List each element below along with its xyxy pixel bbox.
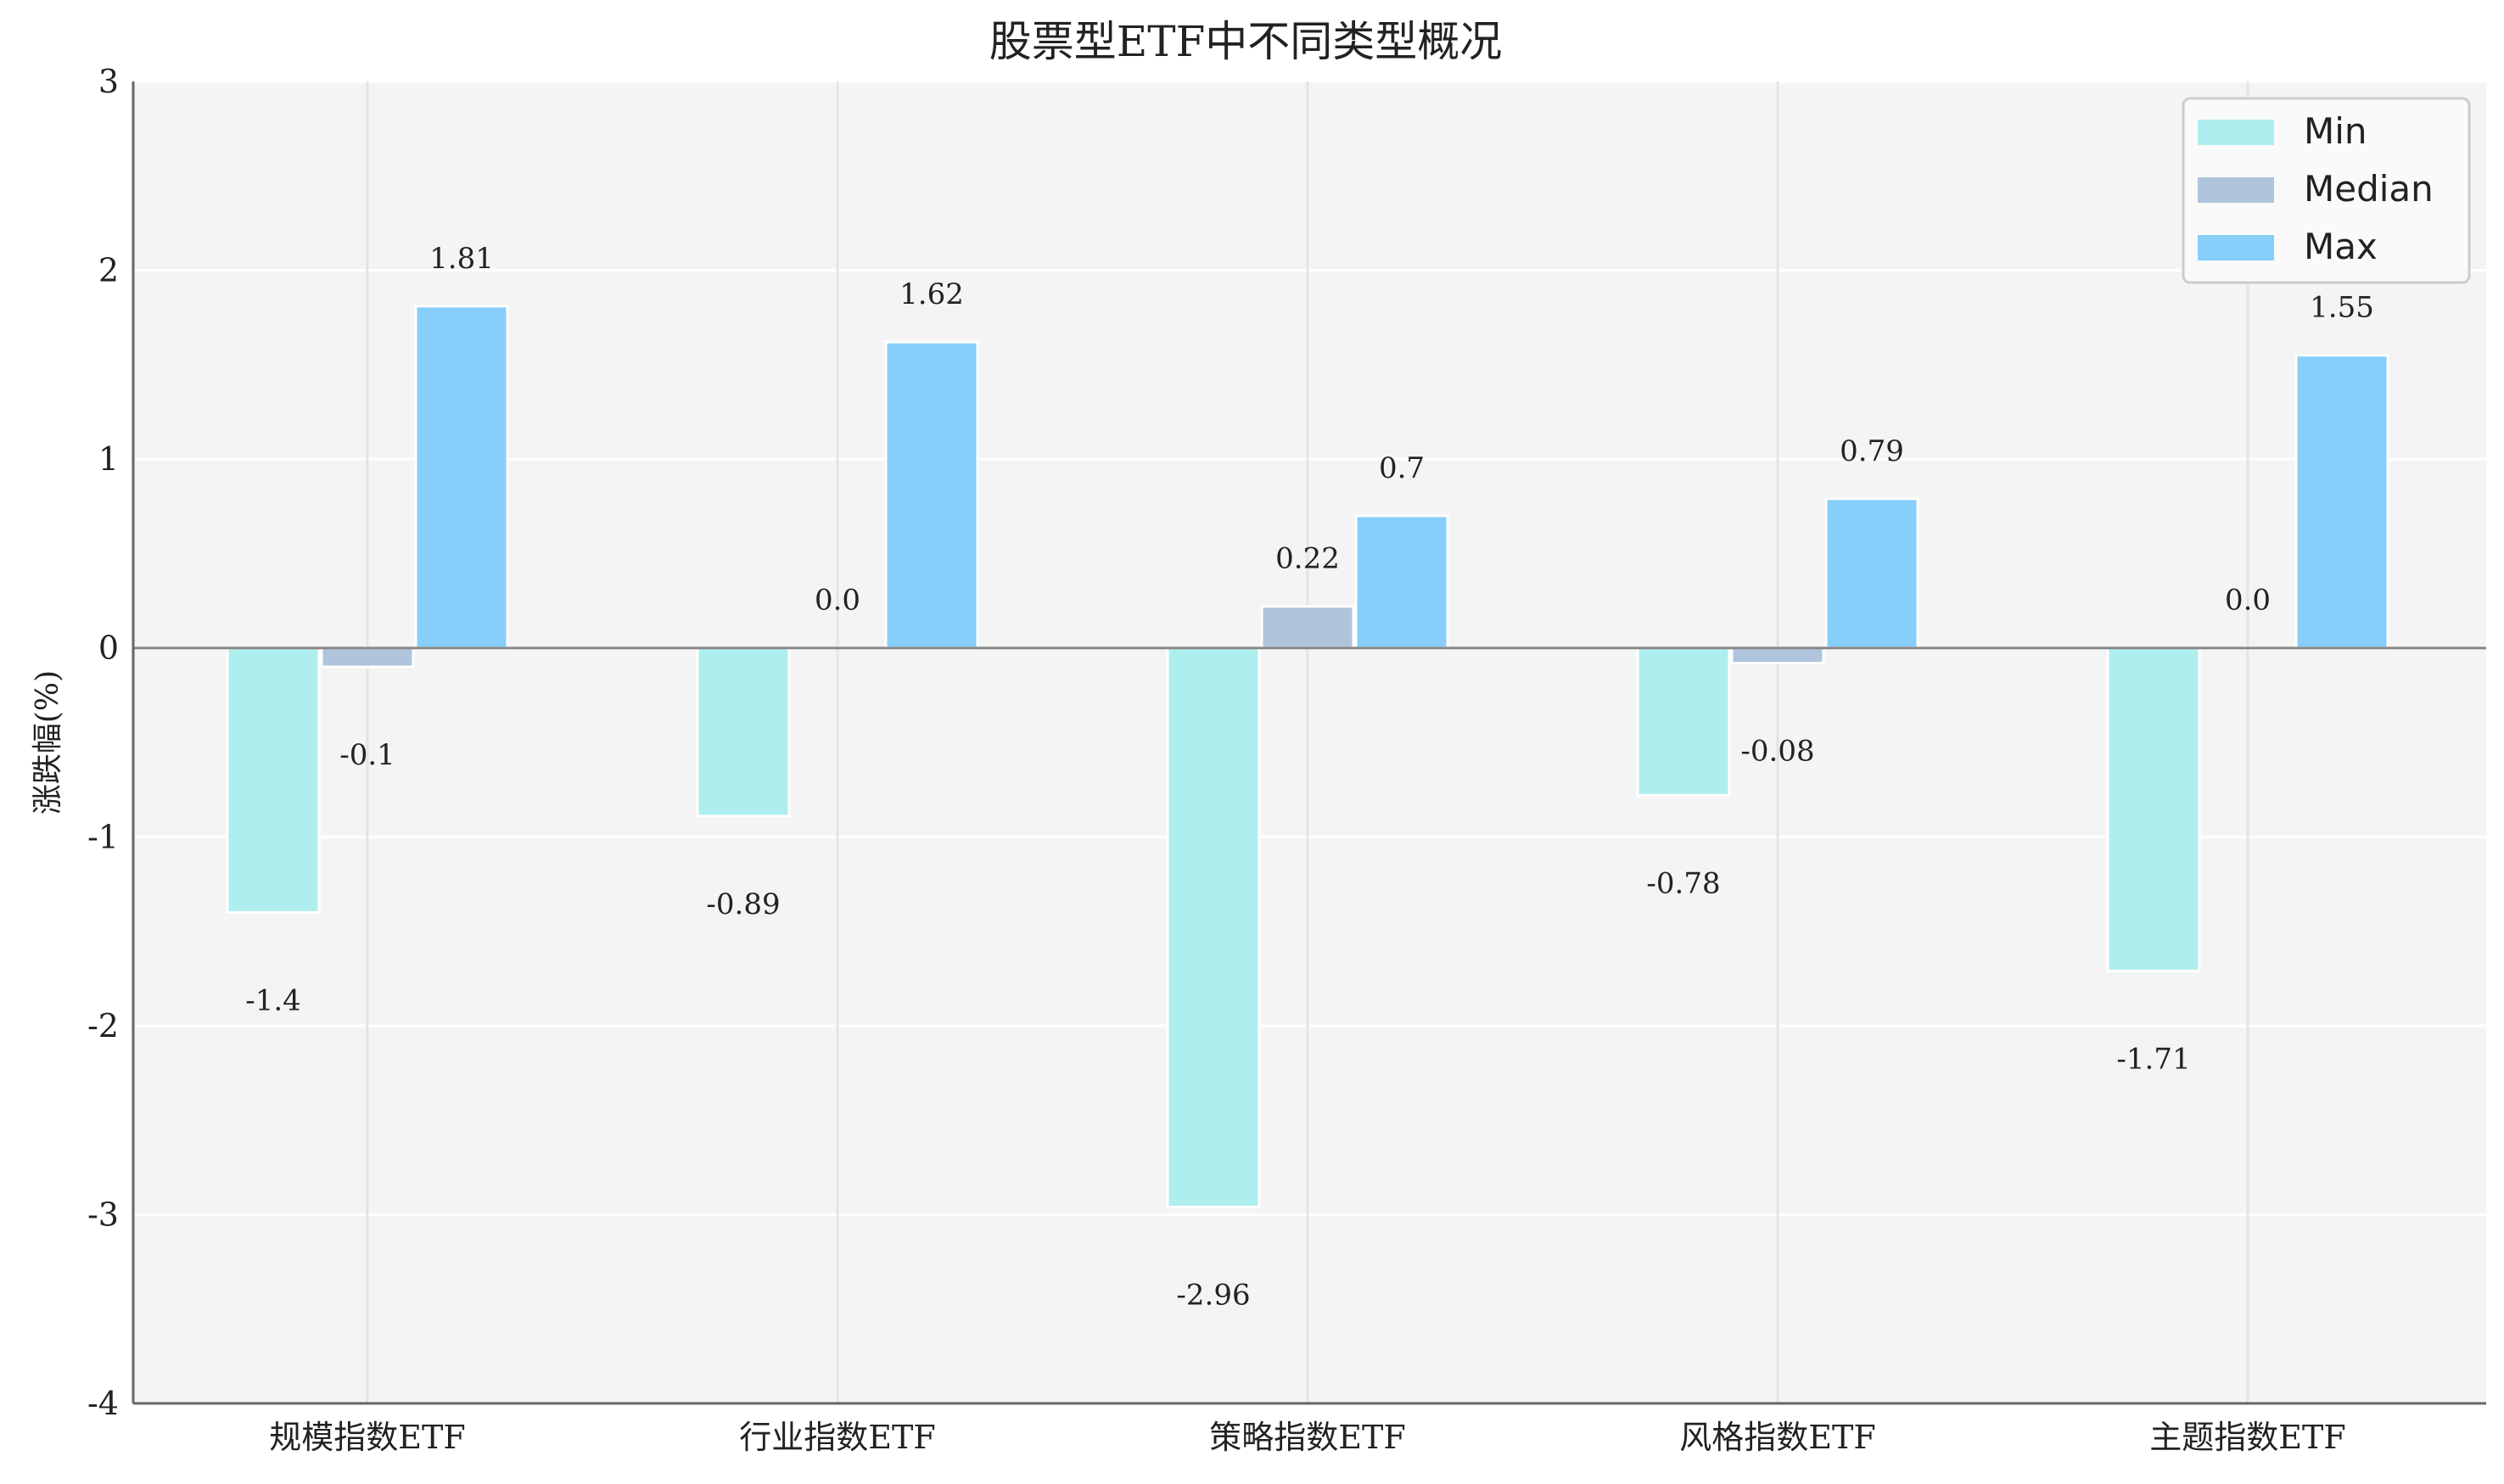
- y-tick-label: 2: [98, 252, 119, 289]
- data-label: 0.0: [2225, 584, 2271, 618]
- y-tick-label: -2: [87, 1007, 119, 1044]
- bar-max: [1824, 497, 1919, 650]
- y-tick-label: -4: [87, 1385, 119, 1422]
- legend-swatch-max: [2198, 235, 2274, 260]
- x-tick-label: 规模指数ETF: [269, 1419, 465, 1456]
- legend-swatch-min: [2198, 120, 2274, 145]
- bar-min: [1636, 647, 1731, 797]
- data-label: 1.55: [2310, 291, 2374, 325]
- bar-median: [1260, 605, 1355, 650]
- data-label: -1.4: [245, 983, 301, 1017]
- x-tick-label: 风格指数ETF: [1679, 1419, 1875, 1456]
- legend-label: Max: [2304, 226, 2378, 267]
- data-label: 1.81: [429, 242, 494, 276]
- x-tick-label: 主题指数ETF: [2149, 1419, 2345, 1456]
- bar-max: [884, 340, 979, 650]
- data-label: -1.71: [2116, 1042, 2190, 1076]
- data-label: 0.22: [1275, 542, 1340, 576]
- data-label: -0.1: [339, 738, 395, 772]
- data-label: -0.08: [1740, 735, 1814, 769]
- legend-label: Min: [2304, 110, 2367, 152]
- bar-min: [696, 647, 791, 818]
- bars: [226, 305, 2389, 1209]
- bar-median: [320, 647, 415, 669]
- x-ticks: 规模指数ETF 行业指数ETF 策略指数ETF 风格指数ETF 主题指数ETF: [269, 1419, 2345, 1456]
- chart-title: 股票型ETF中不同类型概况: [989, 17, 1503, 66]
- y-tick-label: 0: [98, 630, 119, 667]
- legend-label: Median: [2304, 168, 2434, 210]
- y-tick-label: -1: [87, 818, 119, 855]
- x-tick-label: 策略指数ETF: [1209, 1419, 1405, 1456]
- y-ticks: -4 -3 -2 -1 0 1 2 3: [87, 63, 119, 1422]
- bar-median: [1730, 647, 1825, 665]
- bar-max: [414, 305, 509, 650]
- data-label: 0.79: [1840, 434, 1904, 468]
- legend-swatch-median: [2198, 177, 2274, 203]
- data-label: -0.89: [706, 888, 780, 921]
- y-tick-label: 3: [98, 63, 119, 100]
- data-label: 0.0: [815, 584, 860, 618]
- bar-min: [1166, 647, 1261, 1209]
- y-tick-label: 1: [98, 440, 119, 478]
- legend: Min Median Max: [2182, 97, 2471, 284]
- plot-area: [133, 81, 2486, 1403]
- data-label: -0.78: [1646, 866, 1720, 900]
- data-labels: -1.4 -0.89 -2.96 -0.78 -1.71 -0.1 0.0 0.22 -0.08…: [245, 242, 2374, 1313]
- y-tick-label: -3: [87, 1196, 119, 1233]
- grid: [133, 80, 2486, 1405]
- y-axis-label: 涨跌幅(%): [31, 670, 65, 815]
- bar-max: [1354, 514, 1449, 650]
- data-label: 0.7: [1379, 451, 1425, 485]
- x-tick-label: 行业指数ETF: [739, 1419, 935, 1456]
- data-label: 1.62: [899, 277, 964, 311]
- bar-min: [226, 647, 321, 914]
- bar-max: [2294, 354, 2389, 650]
- bar-min: [2106, 647, 2201, 972]
- data-label: -2.96: [1176, 1279, 1250, 1313]
